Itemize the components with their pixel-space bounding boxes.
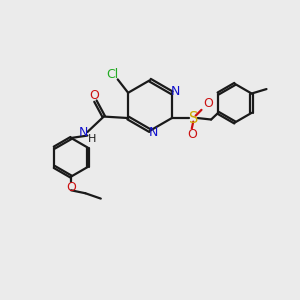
Text: O: O xyxy=(66,181,76,194)
Text: N: N xyxy=(171,85,180,98)
Text: O: O xyxy=(187,128,197,142)
Text: Cl: Cl xyxy=(106,68,118,81)
Text: O: O xyxy=(203,97,213,110)
Text: O: O xyxy=(89,89,99,102)
Text: N: N xyxy=(79,126,88,139)
Text: S: S xyxy=(189,110,198,125)
Text: N: N xyxy=(149,126,158,139)
Text: H: H xyxy=(88,134,96,144)
